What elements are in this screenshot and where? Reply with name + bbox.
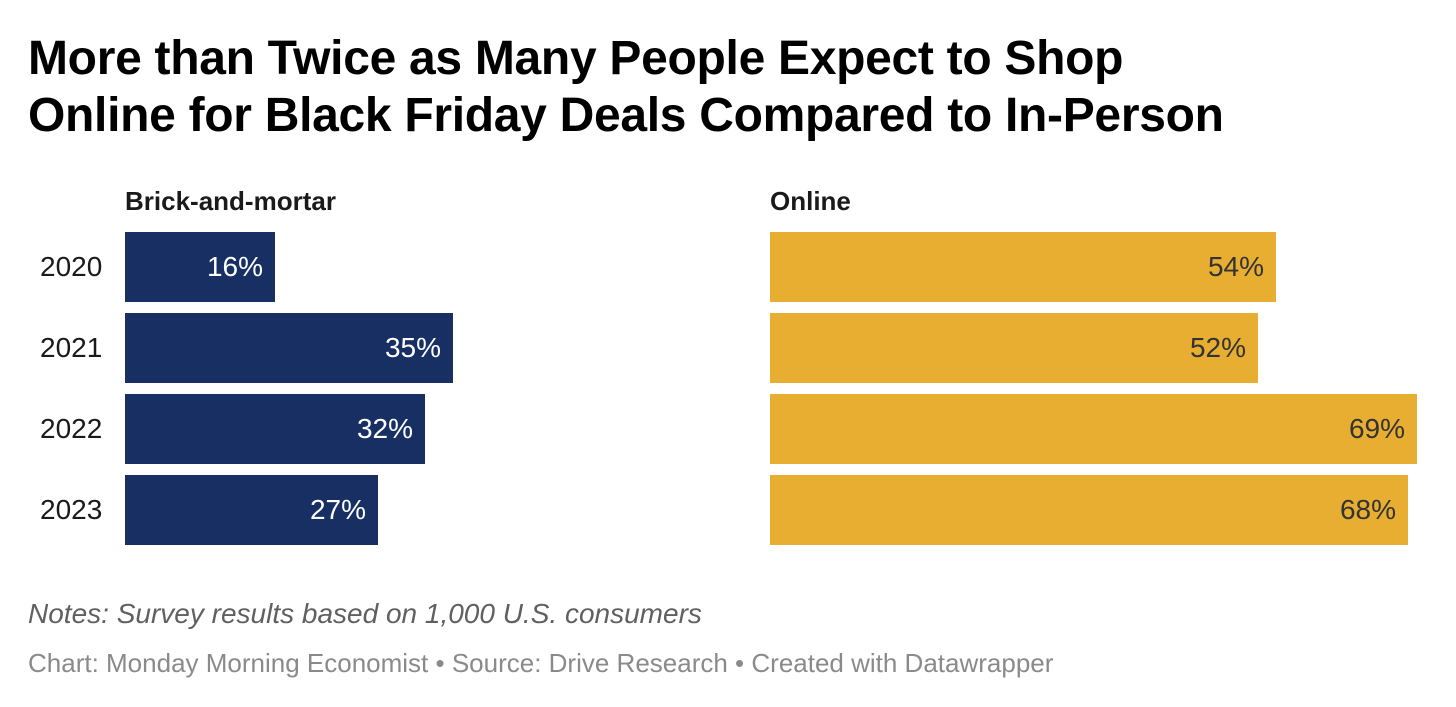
data-label-brick-and-mortar-2023: 27% bbox=[309, 494, 366, 525]
chart-notes: Notes: Survey results based on 1,000 U.S… bbox=[28, 598, 702, 629]
year-label-2023: 2023 bbox=[40, 494, 103, 525]
bar-brick-and-mortar-2022: 32% bbox=[125, 394, 425, 464]
panel-title-brick-and-mortar: Brick-and-mortar bbox=[125, 186, 336, 216]
bar-brick-and-mortar-2020: 16% bbox=[125, 232, 275, 302]
data-label-online-2020: 54% bbox=[1207, 251, 1264, 282]
data-label-online-2021: 52% bbox=[1189, 332, 1246, 363]
data-label-brick-and-mortar-2020: 16% bbox=[206, 251, 263, 282]
chart-title: More than Twice as Many People Expect to… bbox=[28, 30, 1428, 144]
bar-brick-and-mortar-2021: 35% bbox=[125, 313, 453, 383]
data-label-brick-and-mortar-2021: 35% bbox=[384, 332, 441, 363]
panel-title-online: Online bbox=[770, 186, 851, 216]
data-label-brick-and-mortar-2022: 32% bbox=[356, 413, 413, 444]
year-label-2022: 2022 bbox=[40, 413, 103, 444]
bar-online-2023: 68% bbox=[770, 475, 1408, 545]
chart-title-line-2: Online for Black Friday Deals Compared t… bbox=[28, 89, 1224, 142]
bar-online-2021: 52% bbox=[770, 313, 1258, 383]
year-label-2021: 2021 bbox=[40, 332, 103, 363]
bar-brick-and-mortar-2023: 27% bbox=[125, 475, 378, 545]
data-label-online-2023: 68% bbox=[1339, 494, 1396, 525]
year-label-2020: 2020 bbox=[40, 251, 103, 282]
data-label-online-2022: 69% bbox=[1348, 413, 1405, 444]
bar-online-2020: 54% bbox=[770, 232, 1276, 302]
chart-credits: Chart: Monday Morning Economist • Source… bbox=[28, 648, 1054, 678]
bar-online-2022: 69% bbox=[770, 394, 1417, 464]
chart-title-line-1: More than Twice as Many People Expect to… bbox=[28, 32, 1124, 85]
